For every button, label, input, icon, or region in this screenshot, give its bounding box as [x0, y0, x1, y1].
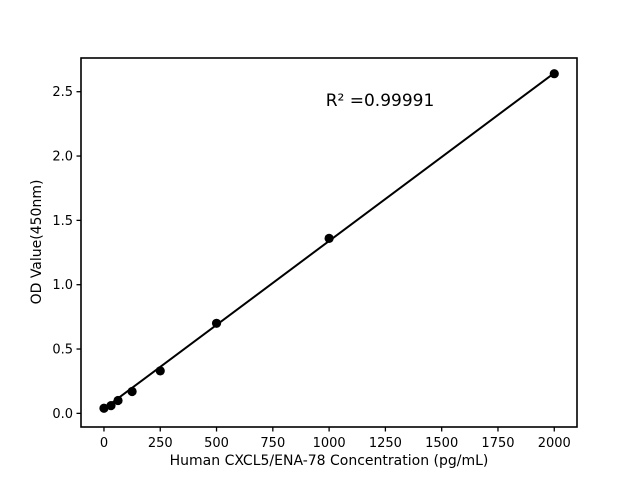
y-axis-label: OD Value(450nm): [29, 179, 45, 305]
data-point: [127, 386, 137, 397]
x-tick-label: 1250: [369, 436, 402, 451]
x-tick-label: 250: [148, 436, 173, 451]
x-tick-label: 750: [260, 436, 285, 451]
data-point: [99, 403, 109, 413]
r-squared-annotation: R² =0.99991: [325, 91, 435, 111]
y-tick-label: 0.0: [52, 407, 73, 422]
x-tick-label: 0: [100, 436, 108, 451]
x-tick-label: 1500: [425, 436, 458, 451]
data-point: [549, 69, 559, 79]
data-point: [211, 318, 222, 328]
y-tick-label: 0.5: [52, 343, 73, 358]
x-tick-label: 1750: [481, 436, 514, 451]
data-point: [113, 395, 123, 406]
y-tick-label: 2.0: [52, 150, 73, 165]
y-tick-label: 2.5: [52, 85, 73, 100]
y-tick-label: 1.5: [52, 214, 73, 229]
data-point: [155, 366, 165, 376]
data-point: [106, 401, 116, 411]
x-tick-label: 500: [204, 436, 229, 451]
data-point: [324, 233, 334, 243]
y-tick-label: 1.0: [52, 278, 73, 293]
x-tick-label: 1000: [313, 436, 346, 451]
x-axis-label: Human CXCL5/ENA-78 Concentration (pg/mL): [169, 453, 489, 469]
x-tick-label: 2000: [538, 436, 571, 451]
